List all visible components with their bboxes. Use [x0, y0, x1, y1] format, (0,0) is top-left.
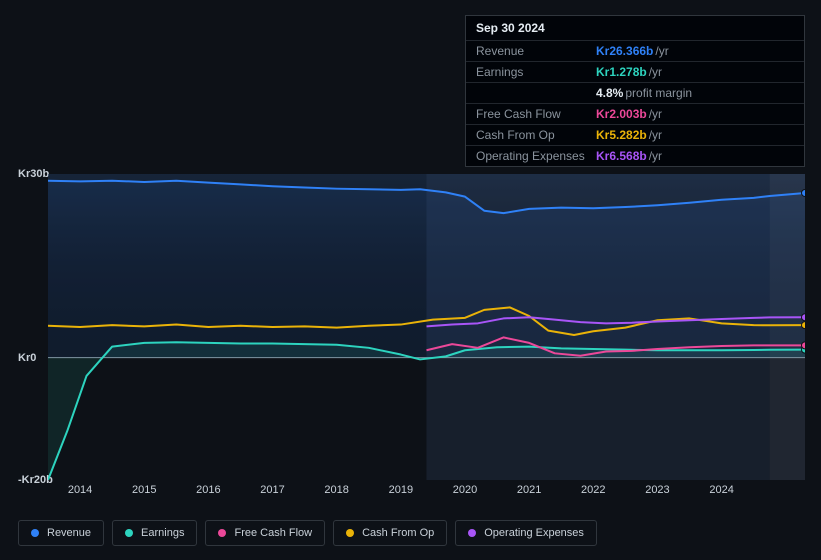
x-axis-label: 2014 [68, 484, 92, 496]
tooltip-row: Cash From OpKr5.282b /yr [466, 124, 804, 145]
financials-chart[interactable]: Kr30bKr0-Kr20b [18, 160, 805, 480]
tooltip-label: Free Cash Flow [476, 107, 596, 121]
legend-dot-icon [31, 529, 39, 537]
tooltip-unit: /yr [649, 107, 662, 121]
tooltip-unit: /yr [649, 65, 662, 79]
tooltip-row: Free Cash FlowKr2.003b /yr [466, 103, 804, 124]
legend-label: Free Cash Flow [234, 527, 312, 539]
legend-label: Revenue [47, 527, 91, 539]
chart-plot [48, 174, 805, 480]
tooltip-value: Kr5.282b [596, 128, 647, 142]
tooltip-label: Earnings [476, 65, 596, 79]
x-axis-label: 2018 [324, 484, 348, 496]
tooltip-value: Kr1.278b [596, 65, 647, 79]
tooltip-unit: profit margin [625, 86, 692, 100]
x-axis-label: 2023 [645, 484, 669, 496]
tooltip-label: Revenue [476, 44, 596, 58]
legend-item[interactable]: Revenue [18, 520, 104, 546]
x-axis-label: 2020 [453, 484, 477, 496]
x-axis-label: 2022 [581, 484, 605, 496]
tooltip-date: Sep 30 2024 [466, 16, 804, 40]
legend-item[interactable]: Operating Expenses [455, 520, 597, 546]
legend-item[interactable]: Free Cash Flow [205, 520, 325, 546]
tooltip-value: Kr26.366b [596, 44, 653, 58]
y-axis-label: Kr30b [18, 168, 49, 180]
legend-label: Operating Expenses [484, 527, 584, 539]
x-axis-label: 2019 [389, 484, 413, 496]
legend-dot-icon [125, 529, 133, 537]
legend-label: Cash From Op [362, 527, 434, 539]
tooltip-row: RevenueKr26.366b /yr [466, 40, 804, 61]
legend-dot-icon [218, 529, 226, 537]
legend-dot-icon [468, 529, 476, 537]
legend-dot-icon [346, 529, 354, 537]
legend-item[interactable]: Earnings [112, 520, 197, 546]
y-axis-label: Kr0 [18, 352, 36, 364]
chart-tooltip: Sep 30 2024 RevenueKr26.366b /yrEarnings… [465, 15, 805, 167]
x-axis-label: 2016 [196, 484, 220, 496]
x-axis-label: 2015 [132, 484, 156, 496]
x-axis-label: 2024 [709, 484, 733, 496]
x-axis-label: 2021 [517, 484, 541, 496]
tooltip-row: 4.8% profit margin [466, 82, 804, 103]
legend-item[interactable]: Cash From Op [333, 520, 447, 546]
tooltip-label: Cash From Op [476, 128, 596, 142]
x-axis-label: 2017 [260, 484, 284, 496]
tooltip-row: EarningsKr1.278b /yr [466, 61, 804, 82]
legend-label: Earnings [141, 527, 184, 539]
tooltip-value: Kr2.003b [596, 107, 647, 121]
tooltip-unit: /yr [655, 44, 668, 58]
tooltip-value: 4.8% [596, 86, 623, 100]
tooltip-unit: /yr [649, 128, 662, 142]
chart-legend: Revenue Earnings Free Cash Flow Cash From O… [18, 520, 597, 546]
